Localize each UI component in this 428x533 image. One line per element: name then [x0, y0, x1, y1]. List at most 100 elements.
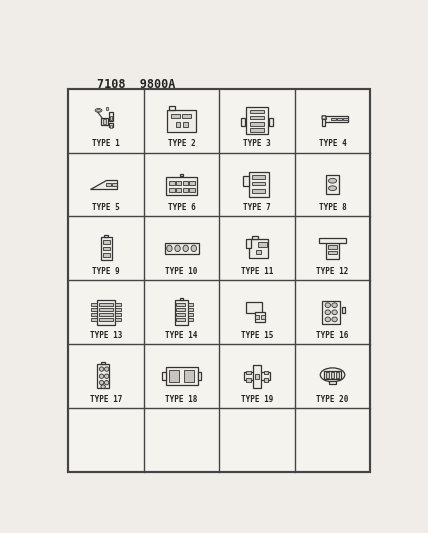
- Ellipse shape: [332, 303, 337, 308]
- Bar: [116, 318, 121, 321]
- Bar: [116, 308, 121, 311]
- Bar: [99, 318, 113, 321]
- Bar: [326, 175, 339, 194]
- Ellipse shape: [104, 367, 109, 372]
- Bar: [250, 116, 264, 119]
- Bar: [109, 111, 113, 121]
- Bar: [250, 239, 268, 257]
- Bar: [106, 107, 108, 110]
- Bar: [169, 181, 175, 185]
- Bar: [336, 372, 339, 377]
- Bar: [246, 378, 251, 382]
- Bar: [244, 176, 249, 185]
- Ellipse shape: [95, 109, 102, 112]
- Bar: [249, 172, 269, 197]
- Bar: [246, 370, 251, 374]
- Bar: [253, 175, 265, 179]
- Bar: [255, 374, 259, 378]
- Ellipse shape: [101, 385, 105, 389]
- Bar: [165, 243, 199, 254]
- Bar: [172, 115, 180, 118]
- Bar: [183, 181, 188, 185]
- Bar: [322, 301, 340, 324]
- Bar: [261, 314, 265, 319]
- Bar: [103, 240, 110, 244]
- Bar: [106, 183, 110, 186]
- Bar: [264, 370, 268, 374]
- Bar: [176, 181, 181, 185]
- Bar: [188, 313, 193, 316]
- Text: TYPE 3: TYPE 3: [243, 139, 271, 148]
- Bar: [166, 177, 197, 196]
- Ellipse shape: [167, 245, 172, 252]
- Ellipse shape: [328, 186, 336, 191]
- Bar: [169, 188, 175, 192]
- Bar: [91, 318, 97, 321]
- Bar: [176, 313, 185, 316]
- Text: TYPE 4: TYPE 4: [319, 139, 346, 148]
- Bar: [250, 110, 264, 113]
- Ellipse shape: [325, 310, 330, 314]
- Bar: [103, 253, 110, 256]
- Bar: [246, 107, 268, 134]
- Bar: [97, 300, 116, 325]
- Bar: [116, 313, 121, 316]
- Bar: [112, 183, 117, 186]
- Bar: [91, 313, 97, 316]
- Ellipse shape: [104, 374, 109, 378]
- Polygon shape: [90, 180, 117, 189]
- Bar: [331, 117, 336, 120]
- Bar: [180, 298, 183, 300]
- Bar: [104, 235, 108, 237]
- Bar: [182, 115, 190, 118]
- Bar: [246, 302, 262, 313]
- Bar: [329, 381, 336, 384]
- Bar: [176, 188, 181, 192]
- Bar: [322, 119, 325, 126]
- Bar: [166, 367, 198, 385]
- Text: 7108  9800A: 7108 9800A: [97, 78, 175, 91]
- Bar: [101, 362, 105, 364]
- Ellipse shape: [325, 303, 330, 308]
- Ellipse shape: [104, 381, 109, 385]
- Text: TYPE 15: TYPE 15: [241, 330, 273, 340]
- Bar: [253, 189, 265, 193]
- Bar: [99, 303, 113, 306]
- Bar: [116, 303, 121, 306]
- Ellipse shape: [325, 317, 330, 322]
- Bar: [169, 106, 175, 110]
- Bar: [101, 237, 112, 260]
- Ellipse shape: [99, 367, 104, 372]
- Bar: [162, 373, 166, 380]
- Bar: [269, 118, 273, 126]
- Text: TYPE 14: TYPE 14: [166, 330, 198, 340]
- Bar: [331, 372, 334, 377]
- Bar: [343, 117, 348, 120]
- Text: TYPE 18: TYPE 18: [166, 394, 198, 403]
- Bar: [250, 128, 264, 132]
- Text: TYPE 17: TYPE 17: [90, 394, 122, 403]
- Ellipse shape: [183, 245, 188, 252]
- Text: TYPE 6: TYPE 6: [168, 203, 196, 212]
- Bar: [253, 182, 265, 185]
- Bar: [176, 303, 185, 306]
- Bar: [175, 122, 180, 127]
- Bar: [169, 370, 179, 382]
- Text: TYPE 19: TYPE 19: [241, 394, 273, 403]
- Bar: [255, 314, 259, 319]
- Bar: [103, 247, 110, 250]
- Bar: [256, 312, 265, 322]
- Bar: [253, 236, 259, 239]
- Text: TYPE 20: TYPE 20: [316, 394, 349, 403]
- Bar: [337, 117, 342, 120]
- Ellipse shape: [320, 368, 345, 382]
- Text: TYPE 8: TYPE 8: [319, 203, 346, 212]
- Ellipse shape: [99, 374, 104, 378]
- Text: TYPE 12: TYPE 12: [316, 266, 349, 276]
- Bar: [326, 372, 329, 377]
- Bar: [110, 125, 112, 127]
- Bar: [328, 251, 337, 254]
- Bar: [198, 373, 201, 380]
- Bar: [167, 110, 196, 132]
- Ellipse shape: [97, 109, 101, 111]
